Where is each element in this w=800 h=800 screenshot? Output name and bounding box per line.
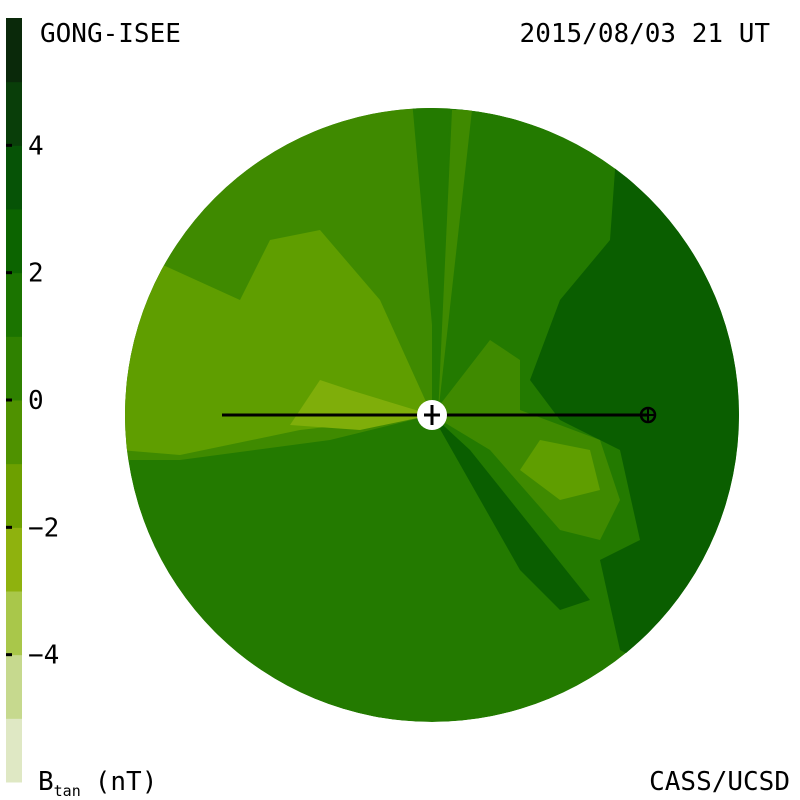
colorbar-band [6,81,22,146]
source-label: GONG-ISEE [40,19,181,49]
sun-marker [424,405,440,425]
earth-cross [641,408,655,422]
colorbar: 4 2 0 −2 −4 [6,18,59,783]
colorbar-band [6,209,22,274]
label-main: B [38,767,54,797]
credit-label: CASS/UCSD [649,767,790,797]
colorbar-band [6,718,22,783]
colorbar-band [6,336,22,401]
colorbar-band [6,527,22,592]
colorbar-tick-label: −2 [28,513,59,543]
colorbar-tick-label: 2 [28,259,44,289]
colorbar-label: Btan (nT) [38,767,157,800]
colorbar-band [6,400,22,465]
time-label: 2015/08/03 21 UT [520,19,771,49]
label-unit: (nT) [95,767,158,797]
colorbar-band [6,463,22,528]
colorbar-tick-label: −4 [28,641,59,671]
colorbar-band [6,145,22,210]
colorbar-tick-label: 4 [28,131,44,161]
colorbar-band [6,654,22,719]
colorbar-band [6,272,22,337]
colorbar-tick-label: 0 [28,386,44,416]
label-sub: tan [54,782,81,800]
colorbar-band [6,18,22,83]
colorbar-band [6,591,22,656]
